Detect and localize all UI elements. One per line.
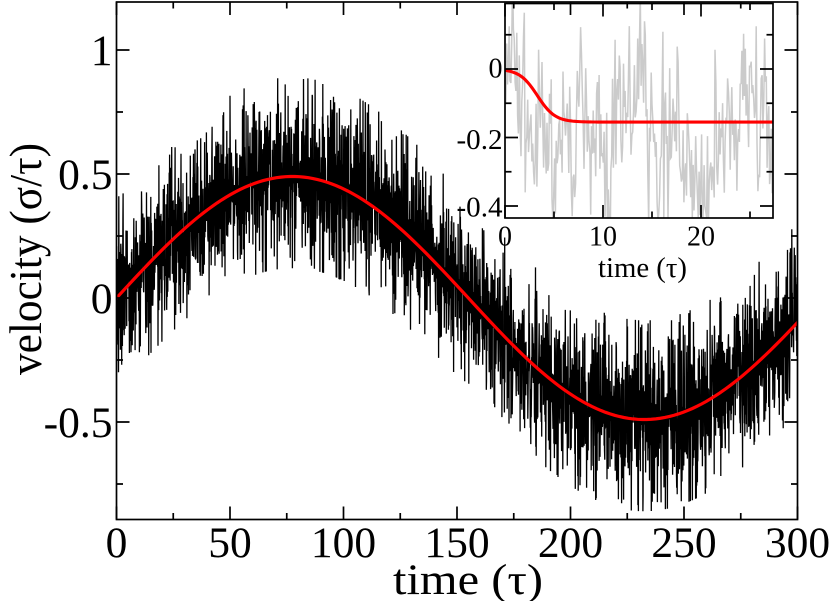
svg-text:10: 10 <box>589 222 617 253</box>
svg-text:300: 300 <box>765 519 830 567</box>
svg-text:time (τ): time (τ) <box>393 556 543 601</box>
svg-text:0: 0 <box>106 519 128 567</box>
svg-text:0.5: 0.5 <box>58 151 112 199</box>
svg-text:150: 150 <box>424 519 489 567</box>
svg-text:20: 20 <box>687 222 715 253</box>
svg-text:0: 0 <box>489 54 503 85</box>
svg-text:-0.2: -0.2 <box>457 125 503 156</box>
svg-text:velocity (σ/τ): velocity (σ/τ) <box>0 143 51 375</box>
svg-text:200: 200 <box>538 519 603 567</box>
svg-text:-0.5: -0.5 <box>44 399 113 447</box>
svg-text:250: 250 <box>651 519 716 567</box>
svg-text:1: 1 <box>91 27 113 75</box>
svg-text:100: 100 <box>311 519 376 567</box>
svg-text:50: 50 <box>208 519 252 567</box>
svg-text:0: 0 <box>91 275 113 323</box>
svg-text:-0.4: -0.4 <box>457 193 503 224</box>
svg-text:0: 0 <box>498 222 512 253</box>
svg-text:time (τ): time (τ) <box>598 253 687 284</box>
